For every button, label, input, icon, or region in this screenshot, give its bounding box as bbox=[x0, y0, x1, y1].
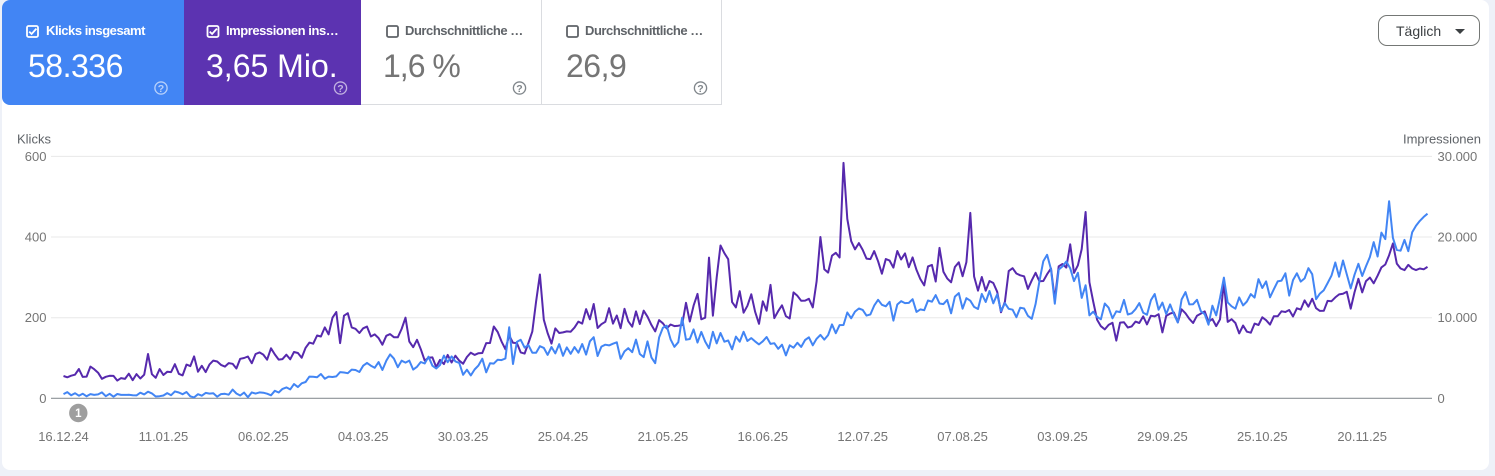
svg-text:10.000: 10.000 bbox=[1438, 310, 1478, 325]
svg-text:29.09.25: 29.09.25 bbox=[1137, 429, 1188, 444]
svg-text:20.000: 20.000 bbox=[1438, 230, 1478, 245]
svg-text:0: 0 bbox=[39, 391, 46, 406]
svg-text:?: ? bbox=[158, 83, 164, 95]
svg-text:?: ? bbox=[337, 83, 343, 95]
svg-text:12.07.25: 12.07.25 bbox=[837, 429, 888, 444]
svg-text:25.10.25: 25.10.25 bbox=[1237, 429, 1288, 444]
svg-text:20.11.25: 20.11.25 bbox=[1337, 429, 1387, 444]
svg-text:Klicks: Klicks bbox=[17, 132, 51, 147]
svg-text:0: 0 bbox=[1438, 391, 1445, 406]
svg-text:16.06.25: 16.06.25 bbox=[737, 429, 788, 444]
svg-text:400: 400 bbox=[25, 230, 47, 245]
svg-text:25.04.25: 25.04.25 bbox=[538, 429, 589, 444]
svg-text:1: 1 bbox=[75, 408, 82, 420]
svg-text:06.02.25: 06.02.25 bbox=[238, 429, 289, 444]
svg-text:03.09.25: 03.09.25 bbox=[1037, 429, 1088, 444]
svg-text:?: ? bbox=[697, 83, 703, 95]
svg-text:200: 200 bbox=[25, 310, 47, 325]
svg-text:16.12.24: 16.12.24 bbox=[38, 429, 89, 444]
svg-text:?: ? bbox=[516, 83, 522, 95]
svg-text:21.05.25: 21.05.25 bbox=[638, 429, 689, 444]
svg-text:Impressionen: Impressionen bbox=[1403, 132, 1481, 147]
svg-text:30.000: 30.000 bbox=[1438, 149, 1478, 164]
svg-text:30.03.25: 30.03.25 bbox=[438, 429, 489, 444]
svg-text:11.01.25: 11.01.25 bbox=[139, 429, 189, 444]
svg-text:07.08.25: 07.08.25 bbox=[937, 429, 988, 444]
svg-text:04.03.25: 04.03.25 bbox=[338, 429, 389, 444]
svg-text:600: 600 bbox=[25, 149, 47, 164]
